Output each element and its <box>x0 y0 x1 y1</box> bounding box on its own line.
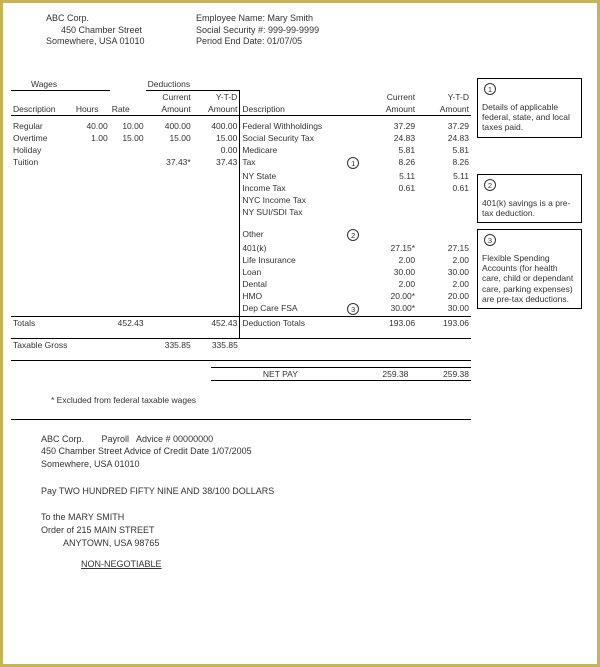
company-addr2: Somewhere, USA 01010 <box>46 36 176 48</box>
netpay-label: NET PAY <box>211 367 350 380</box>
table-row: Holiday 0.00 Medicare 5.81 5.81 <box>11 144 471 156</box>
company-addr1: 450 Chamber Street <box>46 25 176 37</box>
footnote: * Excluded from federal taxable wages <box>51 395 471 405</box>
col-hours: Hours <box>74 103 110 116</box>
table-row: HMO 20.00* 20.00 <box>11 290 471 302</box>
table-row: 401(k) 27.15* 27.15 <box>11 242 471 254</box>
wages-header: Wages <box>11 78 110 91</box>
col-ytd: Y-T-D <box>193 91 240 104</box>
company-name: ABC Corp. <box>46 13 176 25</box>
col-ytd2: Y-T-D <box>417 91 471 104</box>
annotations-sidebar: 1 Details of applicable federal, state, … <box>477 78 582 581</box>
annotation-text: Flexible Spending Accounts (for health c… <box>482 253 577 304</box>
table-row: Dep Care FSA3 30.00* 30.00 <box>11 302 471 317</box>
col-amount3: Amount <box>417 103 471 116</box>
taxable-gross-label: Taxable Gross <box>11 338 110 360</box>
payee-line: To the MARY SMITH <box>41 512 461 524</box>
totals-label: Totals <box>11 316 74 338</box>
table-row: Life Insurance 2.00 2.00 <box>11 254 471 266</box>
payroll-advice-region: ABC Corp. Payroll Advice # 00000000 450 … <box>11 419 471 582</box>
section-header-row: Wages Deductions <box>11 78 471 91</box>
col-amount: Amount <box>146 103 193 116</box>
table-row: Dental 2.00 2.00 <box>11 278 471 290</box>
table-row: Other2 <box>11 228 471 242</box>
advice-line: 450 Chamber Street Advice of Credit Date… <box>41 446 461 458</box>
table-row: Tuition 37.43* 37.43 Tax1 8.26 8.26 <box>11 156 471 170</box>
ded-desc: Federal Withholdings <box>240 120 363 132</box>
netpay-table: NET PAY 259.38 259.38 <box>211 367 471 381</box>
table-row: NY SUI/SDI Tax <box>11 206 471 218</box>
period-end: Period End Date: 01/07/05 <box>196 36 396 48</box>
annotation-text: 401(k) savings is a pre-tax deduction. <box>482 198 577 218</box>
column-header-row: Description Hours Rate Amount Amount Des… <box>11 103 471 116</box>
table-row: NYC Income Tax <box>11 194 471 206</box>
table-row <box>11 218 471 228</box>
payee-line: Order of 215 MAIN STREET <box>41 525 461 537</box>
payee-line: ANYTOWN, USA 98765 <box>41 538 461 550</box>
col-amount2: Amount <box>363 103 417 116</box>
document-header: ABC Corp. 450 Chamber Street Somewhere, … <box>46 13 589 48</box>
annotation-text: Details of applicable federal, state, an… <box>482 102 577 133</box>
col-desc: Description <box>11 103 74 116</box>
netpay-row: NET PAY 259.38 259.38 <box>211 367 471 380</box>
annotation-2: 2 401(k) savings is a pre-tax deduction. <box>477 174 582 223</box>
employee-name: Employee Name: Mary Smith <box>196 13 396 25</box>
table-row: NY State 5.11 5.11 <box>11 170 471 182</box>
callout-1-icon: 1 <box>347 157 359 169</box>
callout-3-icon: 3 <box>347 303 359 315</box>
col-amount-ytd: Amount <box>193 103 240 116</box>
wage-desc: Regular <box>11 120 74 132</box>
col-current: Current <box>146 91 193 104</box>
pay-amount-words: Pay TWO HUNDRED FIFTY NINE AND 38/100 DO… <box>41 486 461 498</box>
taxable-gross-row: Taxable Gross 335.85 335.85 <box>11 338 471 360</box>
period-header-row: Current Y-T-D Current Y-T-D <box>11 91 471 104</box>
table-row: Loan 30.00 30.00 <box>11 266 471 278</box>
table-row: Income Tax 0.61 0.61 <box>11 182 471 194</box>
annotation-3: 3 Flexible Spending Accounts (for health… <box>477 229 582 309</box>
table-row: Overtime 1.00 15.00 15.00 15.00 Social S… <box>11 132 471 144</box>
table-row: Regular 40.00 10.00 400.00 400.00 Federa… <box>11 120 471 132</box>
paystub-table-region: Wages Deductions Current Y-T-D Current Y… <box>11 78 471 581</box>
annotation-number-icon: 2 <box>484 179 496 191</box>
annotation-number-icon: 1 <box>484 83 496 95</box>
advice-line: ABC Corp. Payroll Advice # 00000000 <box>41 434 461 446</box>
col-rate: Rate <box>110 103 146 116</box>
annotation-1: 1 Details of applicable federal, state, … <box>477 78 582 138</box>
advice-line: Somewhere, USA 01010 <box>41 459 461 471</box>
col-desc2: Description <box>240 103 363 116</box>
paystub-table: Wages Deductions Current Y-T-D Current Y… <box>11 78 471 361</box>
non-negotiable-label: NON-NEGOTIABLE <box>81 559 461 571</box>
ssn: Social Security #: 999-99-9999 <box>196 25 396 37</box>
col-current2: Current <box>363 91 417 104</box>
callout-2-icon: 2 <box>347 229 359 241</box>
annotation-number-icon: 3 <box>484 234 496 246</box>
deduction-totals-label: Deduction Totals <box>240 316 363 338</box>
deductions-header: Deductions <box>146 78 240 91</box>
totals-row: Totals 452.43 452.43 Deduction Totals 19… <box>11 316 471 338</box>
